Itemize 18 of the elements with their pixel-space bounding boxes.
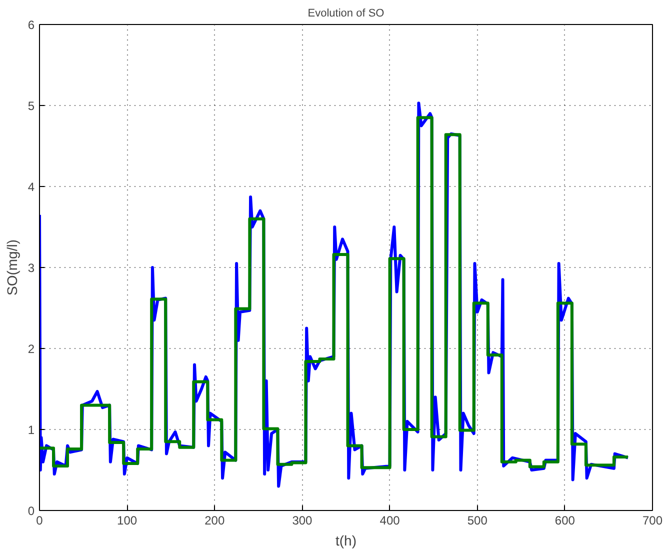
x-tick-label: 200 bbox=[204, 514, 225, 528]
chart-title: Evolution of SO bbox=[308, 8, 385, 20]
y-tick-label: 3 bbox=[28, 261, 35, 275]
y-tick-label: 2 bbox=[28, 342, 35, 356]
y-axis-title: SO(mg/l) bbox=[4, 240, 20, 296]
x-tick-label: 500 bbox=[467, 514, 488, 528]
x-tick-label: 100 bbox=[117, 514, 138, 528]
x-axis-title: t(h) bbox=[336, 532, 356, 548]
y-tick-label: 4 bbox=[28, 180, 35, 194]
y-tick-label: 1 bbox=[28, 423, 35, 437]
x-tick-label: 400 bbox=[380, 514, 400, 528]
y-tick-label: 6 bbox=[28, 18, 35, 32]
x-tick-label: 0 bbox=[36, 514, 44, 528]
y-tick-label: 0 bbox=[28, 504, 35, 518]
x-tick-label: 300 bbox=[292, 514, 313, 528]
x-tick-label: 600 bbox=[554, 514, 576, 528]
y-tick-label: 5 bbox=[28, 99, 35, 113]
x-tick-label: 700 bbox=[642, 514, 663, 528]
